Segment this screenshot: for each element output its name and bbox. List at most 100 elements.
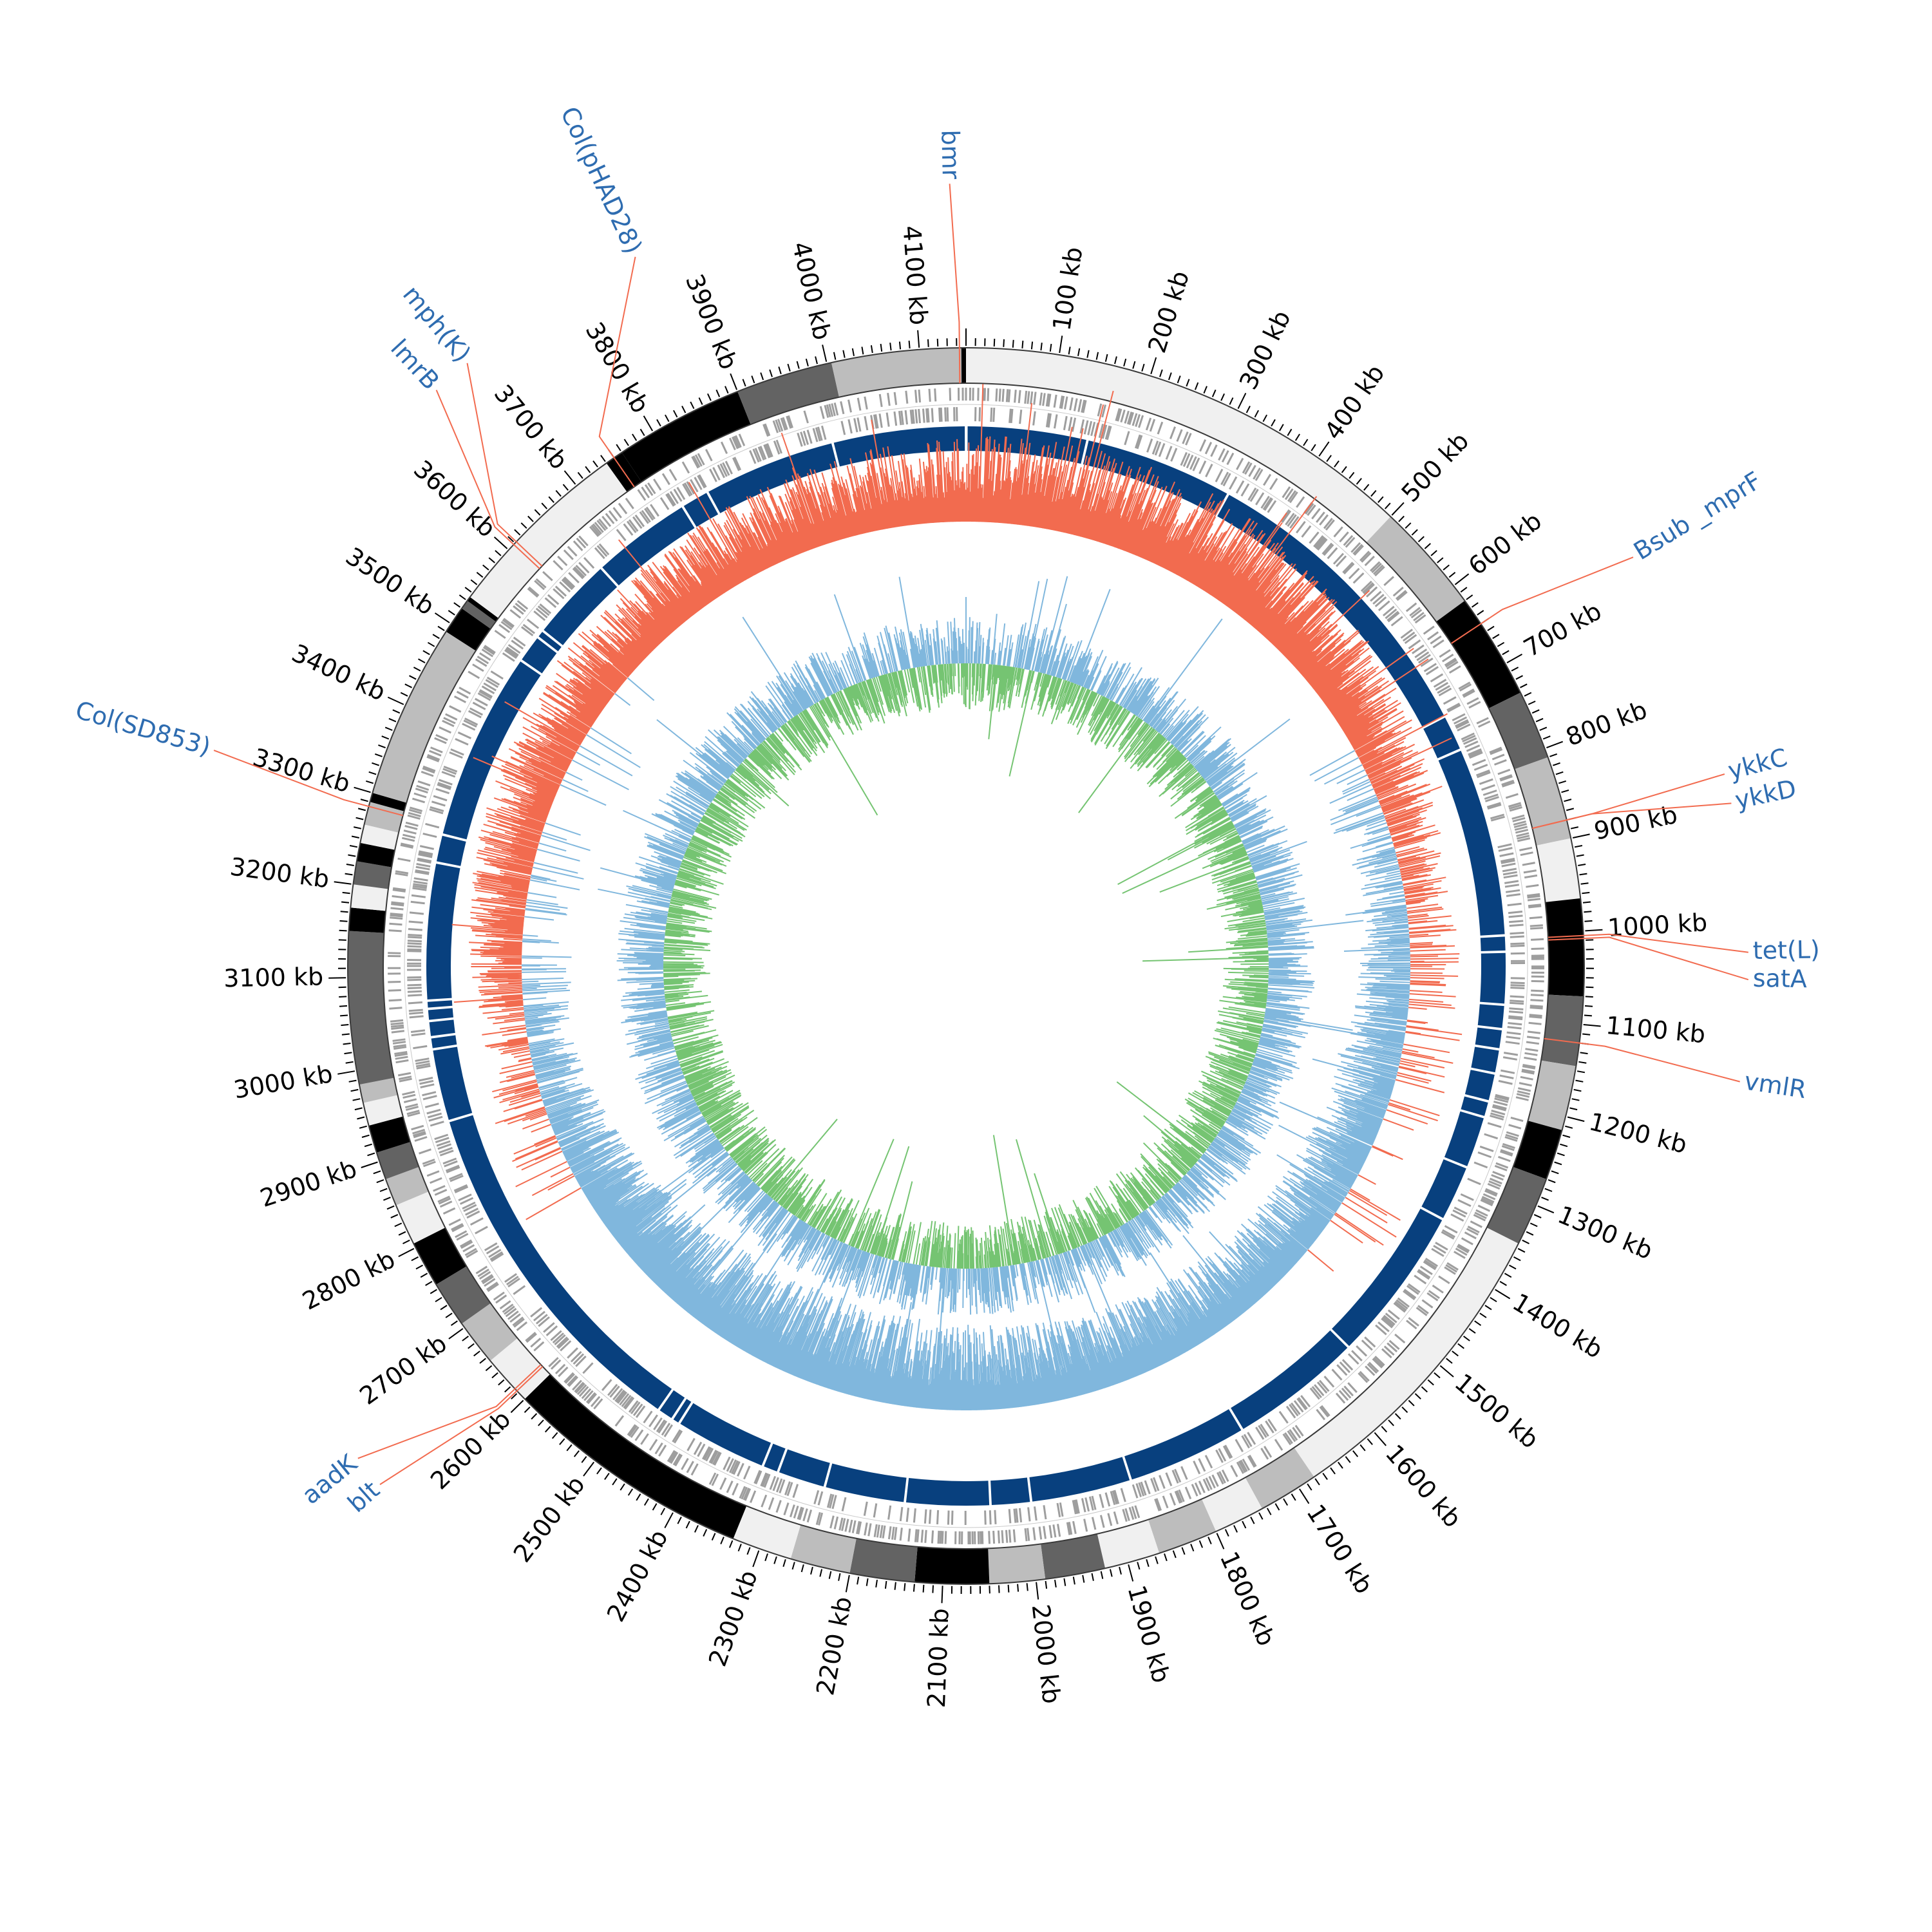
contig-segment: [348, 931, 394, 1085]
backbone-segment: [427, 1000, 453, 1008]
backbone-segment: [1475, 1027, 1502, 1048]
tick-label: 3100 kb: [223, 962, 324, 992]
gene-label: Col(pHAD28): [555, 102, 648, 258]
tick-label: 3400 kb: [287, 639, 390, 706]
contig-segment: [1148, 1499, 1217, 1553]
backbone-segment: [428, 1008, 453, 1020]
tick-label: 700 kb: [1519, 597, 1607, 663]
contig-ring: [347, 347, 1585, 1585]
contig-segment: [1488, 692, 1548, 770]
tick-label: 400 kb: [1319, 359, 1390, 445]
gc-content-below: [663, 663, 1269, 1269]
feature-divider: [404, 404, 1528, 1528]
annotation-line: [435, 390, 540, 569]
gc-skew-ring: [451, 384, 1463, 1411]
backbone-segment: [1438, 750, 1505, 936]
contig-segment: [1514, 757, 1571, 846]
tick-label: 3200 kb: [229, 852, 331, 893]
backbone-ring: [426, 426, 1506, 1506]
backbone-segment: [1124, 1409, 1242, 1480]
backbone-segment: [708, 443, 838, 513]
tick-label: 3800 kb: [580, 317, 654, 418]
contig-segment: [1513, 1121, 1562, 1179]
backbone-segment: [680, 1403, 772, 1466]
annotation-line: [1451, 556, 1634, 644]
contig-segment: [395, 1191, 446, 1244]
backbone-segment: [431, 1035, 457, 1048]
backbone-segment: [833, 426, 965, 467]
contig-segment: [831, 348, 962, 397]
backbone-segment: [1332, 1208, 1443, 1347]
gene-label: vmlR: [1743, 1066, 1808, 1104]
backbone-segment: [1423, 717, 1460, 759]
annotation-line: [357, 1364, 542, 1459]
tick-label: 3900 kb: [680, 270, 743, 374]
tick-label: 3000 kb: [232, 1059, 335, 1104]
tick-label: 1300 kb: [1554, 1200, 1657, 1265]
contig-segment: [356, 842, 395, 867]
tick-label: 1700 kb: [1301, 1499, 1378, 1598]
tick-label: 200 kb: [1142, 267, 1195, 356]
backbone-segment: [764, 1443, 786, 1472]
contig-segment: [348, 907, 386, 933]
gene-label: satA: [1752, 964, 1807, 993]
contig-segment: [436, 1266, 491, 1324]
backbone-segment: [990, 1477, 1030, 1506]
annotation-line: [379, 1366, 544, 1485]
tick-label: 1100 kb: [1605, 1011, 1707, 1048]
tick-label: 1200 kb: [1586, 1107, 1690, 1159]
tick-label: 2400 kb: [601, 1525, 674, 1626]
backbone-segment: [429, 1019, 455, 1036]
gc-content-ring: [598, 576, 1364, 1365]
tick-label: 2000 kb: [1027, 1603, 1066, 1705]
contig-segment: [733, 1506, 801, 1559]
tick-label: 600 kb: [1463, 506, 1547, 580]
contig-segment: [1545, 898, 1585, 997]
contig-segment: [1097, 1519, 1160, 1569]
contig-segment: [1202, 1477, 1262, 1531]
tick-label: 3700 kb: [489, 379, 574, 475]
backbone-segment: [659, 1390, 685, 1419]
contig-segment: [1436, 600, 1521, 708]
backbone-segment: [538, 632, 562, 652]
tick-label: 300 kb: [1234, 306, 1296, 394]
gene-label: bmr: [936, 129, 965, 180]
tick-label: 1600 kb: [1380, 1439, 1467, 1533]
annotation-line: [213, 750, 403, 817]
gc-skew-positive: [451, 384, 1463, 1272]
tick-label: 1900 kb: [1122, 1582, 1175, 1686]
contig-segment: [1536, 838, 1581, 902]
tick-label: 3500 kb: [341, 542, 439, 620]
backbone-segment: [436, 835, 466, 866]
feature-ring: [387, 387, 1545, 1545]
annotation-line: [949, 184, 961, 384]
contig-segment: [461, 1303, 518, 1361]
contig-segment: [966, 348, 1391, 543]
contig-segment: [469, 463, 627, 618]
backbone-segment: [602, 507, 695, 586]
contig-segment: [364, 802, 404, 833]
contig-inner-border: [383, 383, 1549, 1549]
backbone-segment: [1477, 1004, 1504, 1028]
backbone-segment: [826, 1463, 907, 1502]
contig-segment: [621, 391, 751, 482]
annotation-line: [598, 256, 636, 488]
scale-ticks: [328, 328, 1603, 1604]
gc-content-above: [598, 576, 1364, 1365]
contig-segment: [467, 596, 498, 622]
backbone-segment: [1480, 952, 1506, 1004]
contig-segment: [363, 1095, 403, 1126]
contig-segment: [360, 824, 399, 850]
tick-label: 2700 kb: [354, 1329, 451, 1410]
tick-label: 1500 kb: [1450, 1368, 1544, 1454]
contig-segment: [1041, 1533, 1106, 1580]
backbone-segment: [673, 1399, 692, 1423]
tick-label: 2900 kb: [256, 1154, 360, 1213]
contig-segment: [385, 1167, 429, 1206]
backbone-segment: [1471, 1046, 1499, 1073]
contig-segment: [988, 1544, 1046, 1584]
backbone-segment: [544, 569, 618, 645]
contig-segment: [376, 1142, 419, 1179]
gene-label: tet(L): [1752, 935, 1820, 965]
